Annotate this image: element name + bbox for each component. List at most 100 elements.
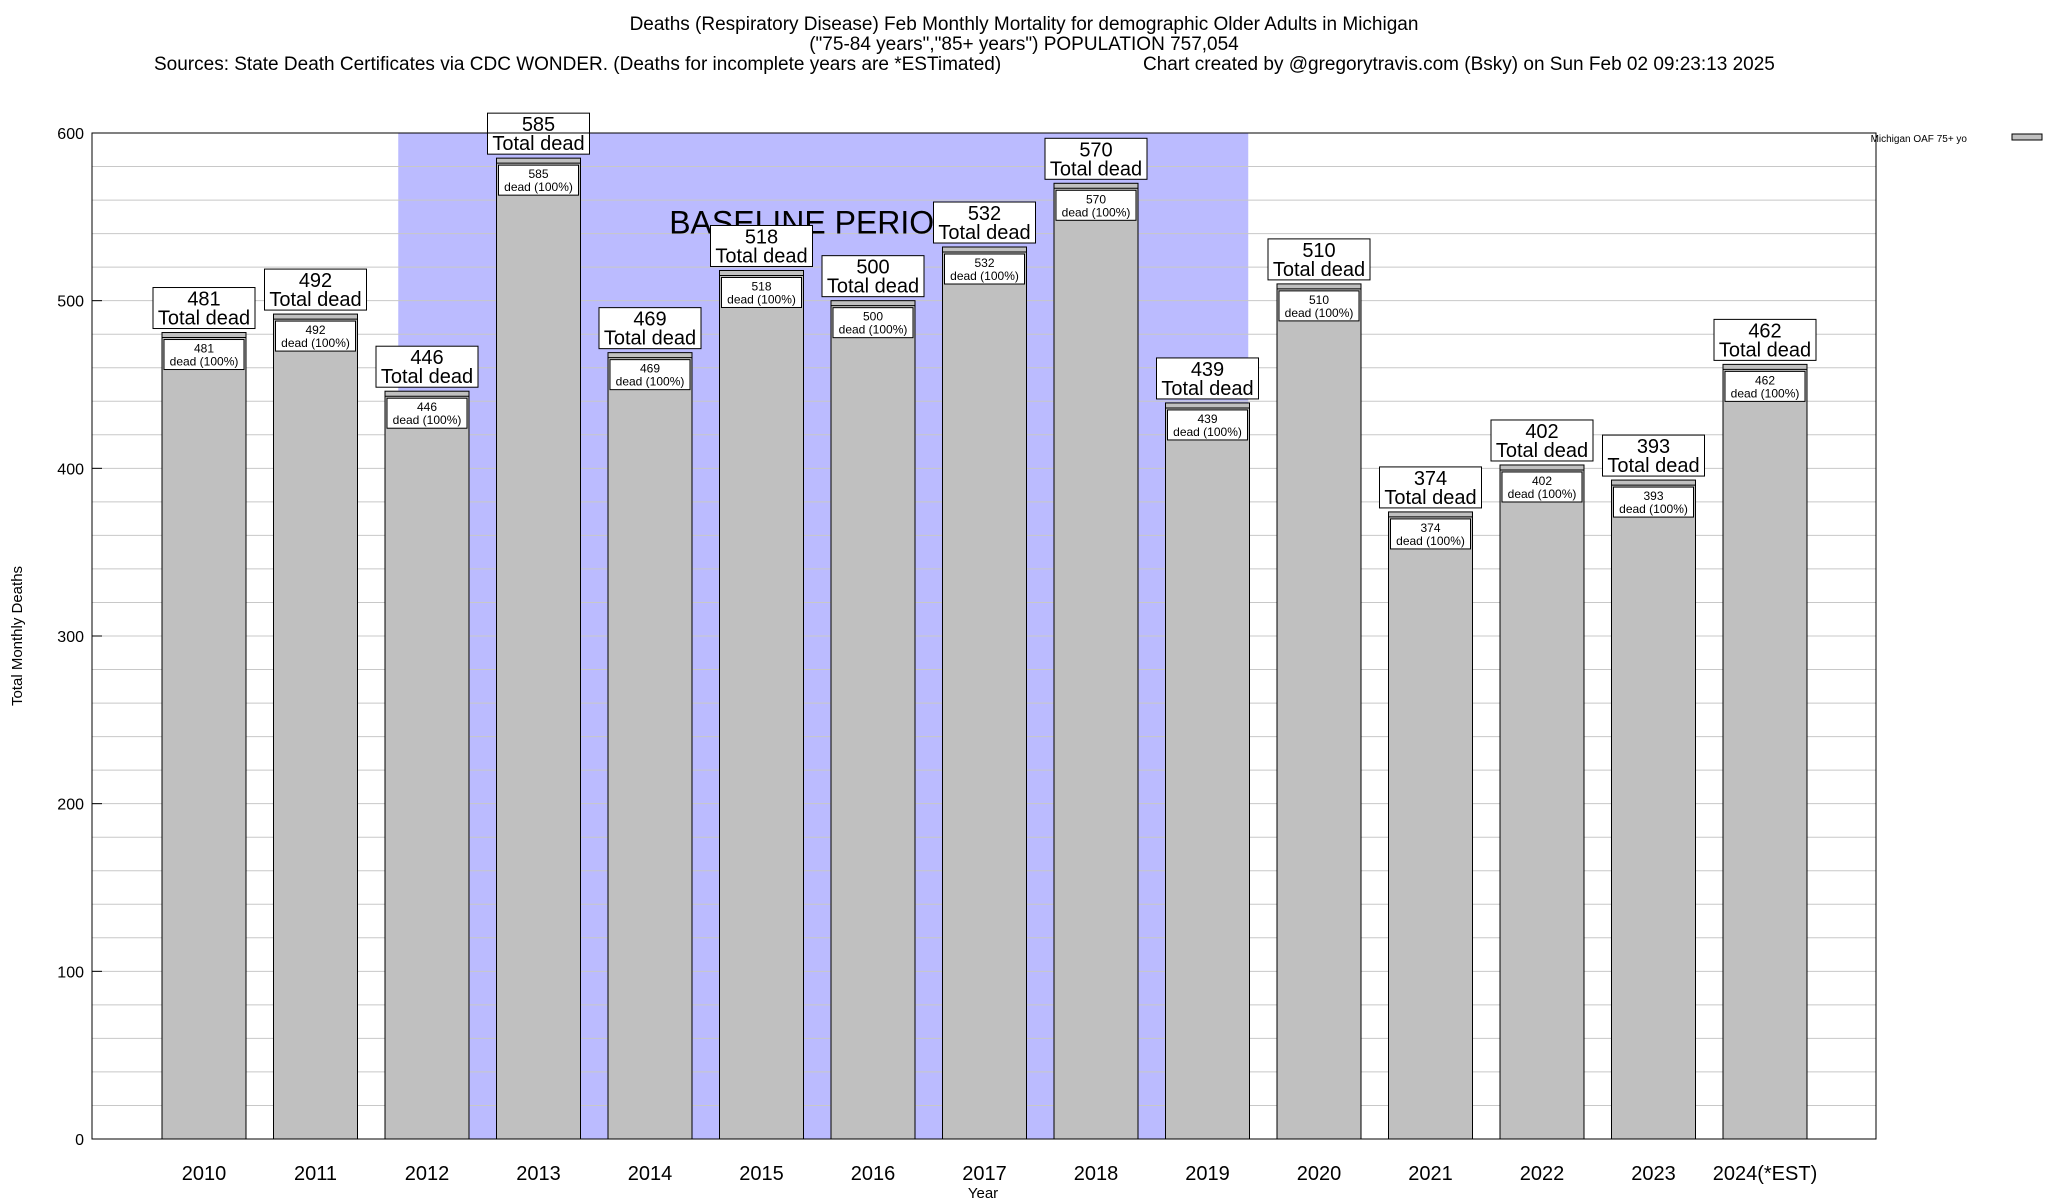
bar-top-label-box [1490, 419, 1594, 462]
bar-top-value: 481 [187, 289, 220, 311]
y-tick-label: 200 [57, 797, 84, 814]
bar-top-value: 532 [968, 203, 1001, 225]
bar-inner-label: dead (100%) [950, 269, 1019, 283]
bar [1388, 511, 1473, 1140]
bar-inner-value: 518 [751, 279, 771, 293]
chart-subtitle: ("75-84 years","85+ years") POPULATION 7… [809, 34, 1239, 55]
bar [719, 269, 804, 1140]
bar [1611, 479, 1696, 1140]
x-tick-label: 2019 [1185, 1163, 1230, 1185]
bar-inner-value: 500 [863, 310, 883, 324]
bar-inner-label: dead (100%) [1731, 386, 1800, 400]
bar-inner-label-box [1390, 518, 1471, 550]
bar-inner-label-box [609, 359, 691, 391]
bar-inner-label: dead (100%) [393, 413, 462, 427]
bar-inner-label: dead (100%) [1619, 502, 1688, 516]
bar-top-label-box [933, 201, 1036, 244]
bar-top-label: Total dead [1607, 455, 1699, 477]
y-tick-label: 0 [75, 1132, 84, 1149]
bar-top-value: 393 [1637, 436, 1670, 458]
y-tick-label: 400 [57, 461, 84, 478]
bar-inner-value: 469 [640, 362, 660, 376]
bar-top-label: Total dead [938, 222, 1030, 244]
x-tick-label: 2020 [1297, 1163, 1342, 1185]
bar-inner-label-box [1278, 290, 1360, 322]
y-tick-label: 600 [57, 126, 84, 143]
bar-inner-value: 510 [1309, 293, 1329, 307]
bar-top-value: 462 [1748, 320, 1781, 342]
bar-top-value: 570 [1079, 139, 1112, 161]
x-tick-label: 2013 [516, 1163, 561, 1185]
bar [607, 352, 693, 1140]
bar-top-label: Total dead [604, 328, 696, 350]
x-tick-label: 2016 [851, 1163, 896, 1185]
y-tick-label: 300 [57, 629, 84, 646]
bar-top-value: 402 [1525, 421, 1558, 443]
bar-top-label-box [1602, 434, 1705, 477]
bar-top-label-box [152, 287, 256, 330]
legend-swatch [2011, 133, 2043, 141]
bar [830, 300, 916, 1140]
bar-inner-value: 374 [1420, 521, 1440, 535]
bar-inner-label-box [944, 253, 1025, 285]
bar-inner-label: dead (100%) [1062, 205, 1131, 219]
bar-inner-value: 570 [1086, 192, 1106, 206]
bar-top-label: Total dead [1161, 378, 1253, 400]
bar-top-label-box [1044, 137, 1148, 180]
bar-top-label: Total dead [1719, 339, 1811, 361]
bar-top-value: 500 [856, 257, 889, 279]
x-tick-label: 2024(*EST) [1713, 1163, 1818, 1185]
x-tick-label: 2022 [1520, 1163, 1565, 1185]
bar-inner-label-box [1724, 370, 1806, 402]
y-tick-label: 100 [57, 964, 84, 981]
bar [496, 157, 581, 1140]
bar-inner-value: 492 [305, 323, 325, 337]
bar-inner-label-box [721, 276, 802, 308]
x-tick-label: 2012 [405, 1163, 450, 1185]
bar-top-value: 374 [1414, 468, 1447, 490]
bar-top-value: 585 [522, 114, 555, 136]
bar-top-label-box [264, 268, 367, 311]
bar-inner-label: dead (100%) [616, 375, 685, 389]
bar-inner-label: dead (100%) [1285, 306, 1354, 320]
bar-top-label: Total dead [269, 289, 361, 311]
bar-inner-label-box [275, 320, 356, 352]
chart-title: Deaths (Respiratory Disease) Feb Monthly… [629, 14, 1419, 35]
bar-top-label-box [375, 345, 479, 388]
bar-inner-label: dead (100%) [1173, 425, 1242, 439]
bar-inner-label-box [1501, 471, 1583, 503]
bar-top-label: Total dead [1496, 440, 1588, 462]
bar-top-label: Total dead [158, 308, 250, 330]
bar-top-value: 439 [1191, 359, 1224, 381]
bar [942, 246, 1027, 1140]
bar-inner-value: 402 [1532, 474, 1552, 488]
bar-inner-value: 446 [417, 400, 437, 414]
x-tick-label: 2011 [294, 1163, 337, 1185]
bar-top-label: Total dead [715, 245, 807, 267]
bar-top-label-box [1713, 318, 1817, 361]
legend-label: Michigan OAF 75+ yo [1871, 134, 1968, 145]
bar [1499, 464, 1585, 1140]
x-tick-label: 2015 [739, 1163, 784, 1185]
bar-inner-label-box [163, 339, 245, 371]
bar-top-label-box [1379, 466, 1482, 509]
bar-top-label: Total dead [827, 276, 919, 298]
x-tick-label: 2023 [1631, 1163, 1676, 1185]
bar-inner-label: dead (100%) [1508, 487, 1577, 501]
bar-inner-value: 393 [1643, 489, 1663, 503]
x-axis-label: Year [968, 1185, 998, 1200]
bar-inner-value: 532 [974, 256, 994, 270]
bar-inner-value: 585 [528, 167, 548, 181]
bar-inner-label: dead (100%) [1396, 534, 1465, 548]
chart-credit: Chart created by @gregorytravis.com (Bsk… [1143, 54, 1775, 75]
bar [161, 332, 247, 1140]
bar-top-label: Total dead [1273, 259, 1365, 281]
bar-inner-label-box [498, 164, 579, 196]
x-tick-label: 2017 [962, 1163, 1007, 1185]
bar-top-label-box [1156, 357, 1259, 400]
bar-top-value: 510 [1302, 240, 1335, 262]
bar-inner-value: 462 [1755, 373, 1775, 387]
x-tick-label: 2014 [628, 1163, 673, 1185]
chart-sources: Sources: State Death Certificates via CD… [154, 54, 1002, 75]
